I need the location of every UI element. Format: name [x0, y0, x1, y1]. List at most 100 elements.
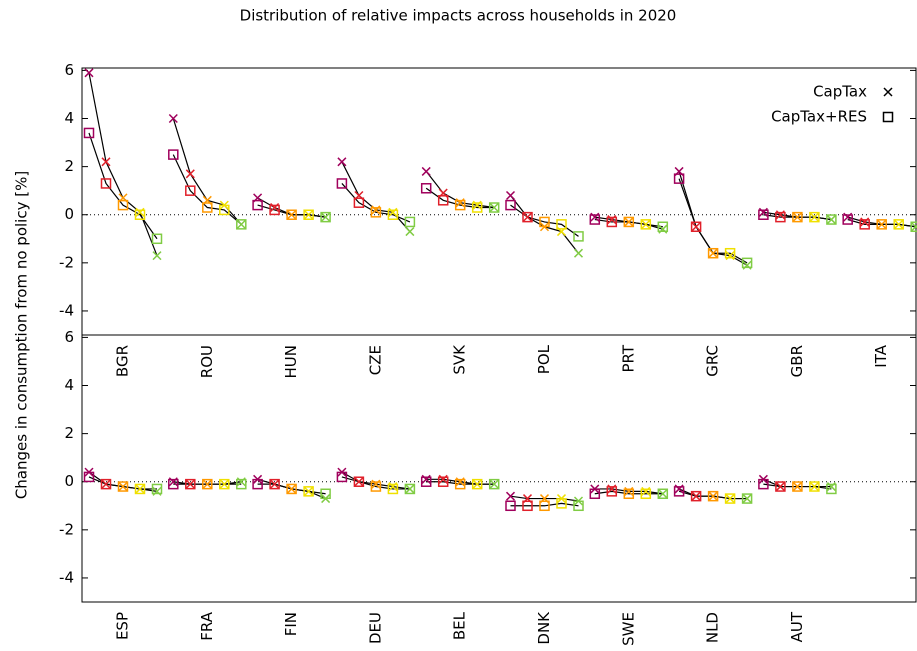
square-marker	[792, 211, 803, 223]
x-tick-label: DEU	[366, 612, 384, 644]
x-marker	[809, 212, 819, 222]
y-tick-label: 6	[64, 328, 74, 346]
series-line	[678, 178, 748, 264]
series-line	[88, 132, 158, 240]
x-marker	[792, 212, 802, 222]
square-marker	[606, 486, 618, 497]
x-marker	[641, 219, 651, 229]
x-marker	[472, 479, 482, 489]
x-tick-label: FRA	[198, 611, 216, 640]
square-marker	[556, 219, 567, 230]
square-marker	[420, 183, 432, 194]
square-marker	[876, 219, 887, 230]
legend-label: CapTax	[813, 83, 867, 101]
series-line	[172, 154, 242, 225]
square-marker	[623, 488, 635, 500]
square-marker	[370, 481, 382, 492]
series-line	[594, 218, 663, 228]
x-marker	[118, 482, 128, 492]
square-marker	[168, 478, 179, 490]
square-marker	[303, 486, 314, 497]
square-marker	[320, 488, 331, 500]
square-marker	[370, 207, 382, 218]
series-line	[426, 481, 495, 485]
x-tick-label: SVK	[451, 344, 469, 375]
x-marker	[304, 210, 314, 220]
square-marker	[741, 257, 753, 269]
square-marker	[420, 476, 432, 487]
square-marker	[353, 476, 365, 487]
square-marker	[286, 483, 297, 495]
square-marker	[236, 478, 247, 490]
square-marker	[606, 216, 618, 228]
x-marker	[168, 113, 178, 124]
x-marker	[101, 157, 111, 167]
y-axis-label: Changes in consumption from no policy [%…	[13, 171, 31, 499]
square-marker	[404, 216, 416, 228]
x-tick-label: BGR	[114, 345, 132, 377]
square-marker	[202, 202, 213, 213]
x-marker	[219, 479, 229, 489]
y-tick-label: 4	[64, 376, 74, 394]
y-tick-label: -4	[59, 568, 74, 586]
series-line	[341, 161, 411, 232]
x-marker	[152, 251, 162, 261]
x-marker	[185, 169, 195, 179]
x-marker	[505, 190, 516, 201]
y-tick-label: -4	[59, 301, 74, 319]
series-line	[341, 183, 411, 223]
x-marker	[877, 219, 887, 229]
square-marker	[690, 221, 702, 233]
x-tick-label: HUN	[282, 345, 300, 378]
x-marker	[287, 484, 297, 494]
square-marker	[336, 471, 348, 483]
x-marker	[573, 248, 584, 258]
square-marker	[83, 471, 95, 483]
chart-title: Distribution of relative impacts across …	[240, 7, 677, 25]
series-line	[678, 490, 748, 500]
y-tick-label: 0	[64, 205, 74, 223]
square-marker	[387, 209, 399, 220]
y-tick-label: 4	[64, 109, 74, 127]
square-marker	[488, 202, 500, 213]
series-line	[678, 171, 748, 266]
x-marker	[894, 219, 904, 229]
x-marker	[304, 486, 314, 496]
x-marker	[883, 87, 893, 97]
square-marker	[236, 219, 247, 230]
square-marker	[134, 483, 146, 495]
x-marker	[321, 212, 331, 222]
series-line	[510, 502, 579, 507]
x-tick-label: AUT	[788, 611, 806, 642]
square-marker	[454, 478, 466, 490]
x-tick-label: GRC	[704, 345, 722, 377]
square-marker	[336, 178, 348, 189]
square-marker	[640, 488, 652, 500]
x-marker	[522, 212, 533, 222]
x-tick-label: CZE	[366, 345, 384, 375]
square-marker	[707, 247, 719, 259]
series-line	[510, 204, 579, 237]
square-marker	[404, 483, 416, 495]
square-marker	[522, 500, 533, 512]
square-marker	[522, 211, 533, 223]
square-marker	[505, 500, 516, 512]
square-marker	[202, 478, 213, 490]
square-marker	[589, 488, 601, 500]
square-marker	[168, 149, 179, 160]
x-marker	[725, 494, 735, 504]
square-marker	[83, 127, 95, 139]
square-marker	[219, 478, 230, 490]
square-marker	[758, 478, 769, 490]
square-marker	[252, 478, 263, 490]
x-tick-label: ROU	[198, 345, 216, 378]
square-marker	[826, 214, 837, 225]
square-marker	[269, 478, 280, 490]
x-tick-label: ESP	[114, 612, 132, 640]
x-marker	[742, 494, 752, 504]
x-marker	[84, 68, 94, 78]
square-marker	[657, 221, 669, 233]
square-marker	[640, 219, 652, 230]
x-marker	[405, 227, 415, 237]
